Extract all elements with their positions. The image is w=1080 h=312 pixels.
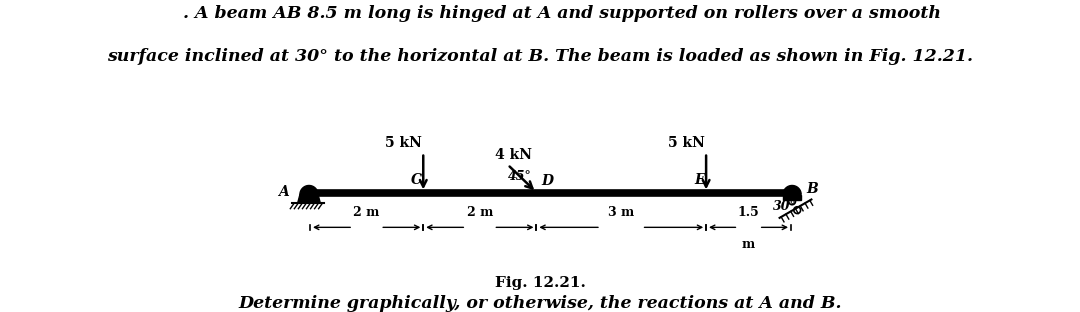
Polygon shape (783, 194, 801, 200)
Text: C: C (411, 173, 422, 187)
Polygon shape (300, 186, 318, 194)
Text: 2 m: 2 m (353, 207, 380, 219)
Text: 5 kN: 5 kN (384, 136, 422, 150)
Text: A: A (278, 185, 288, 199)
Text: 5 kN: 5 kN (667, 136, 705, 150)
Text: E: E (694, 173, 704, 187)
Text: m: m (742, 237, 755, 251)
Polygon shape (783, 186, 801, 194)
Text: Determine graphically, or otherwise, the reactions at A and B.: Determine graphically, or otherwise, the… (239, 295, 841, 312)
Text: B: B (807, 182, 819, 196)
Text: D: D (541, 174, 553, 188)
Text: 4 kN: 4 kN (495, 148, 531, 162)
Text: surface inclined at 30° to the horizontal at B. The beam is loaded as shown in F: surface inclined at 30° to the horizonta… (107, 48, 973, 65)
Text: 45°: 45° (508, 170, 531, 183)
Text: 30°: 30° (773, 200, 797, 213)
Text: . A beam AB 8.5 m long is hinged at A and supported on rollers over a smooth: . A beam AB 8.5 m long is hinged at A an… (183, 5, 941, 22)
Text: 3 m: 3 m (608, 207, 634, 219)
Text: Fig. 12.21.: Fig. 12.21. (495, 276, 585, 290)
Text: 2 m: 2 m (467, 207, 492, 219)
Polygon shape (298, 194, 321, 203)
Text: 1.5: 1.5 (738, 207, 759, 219)
